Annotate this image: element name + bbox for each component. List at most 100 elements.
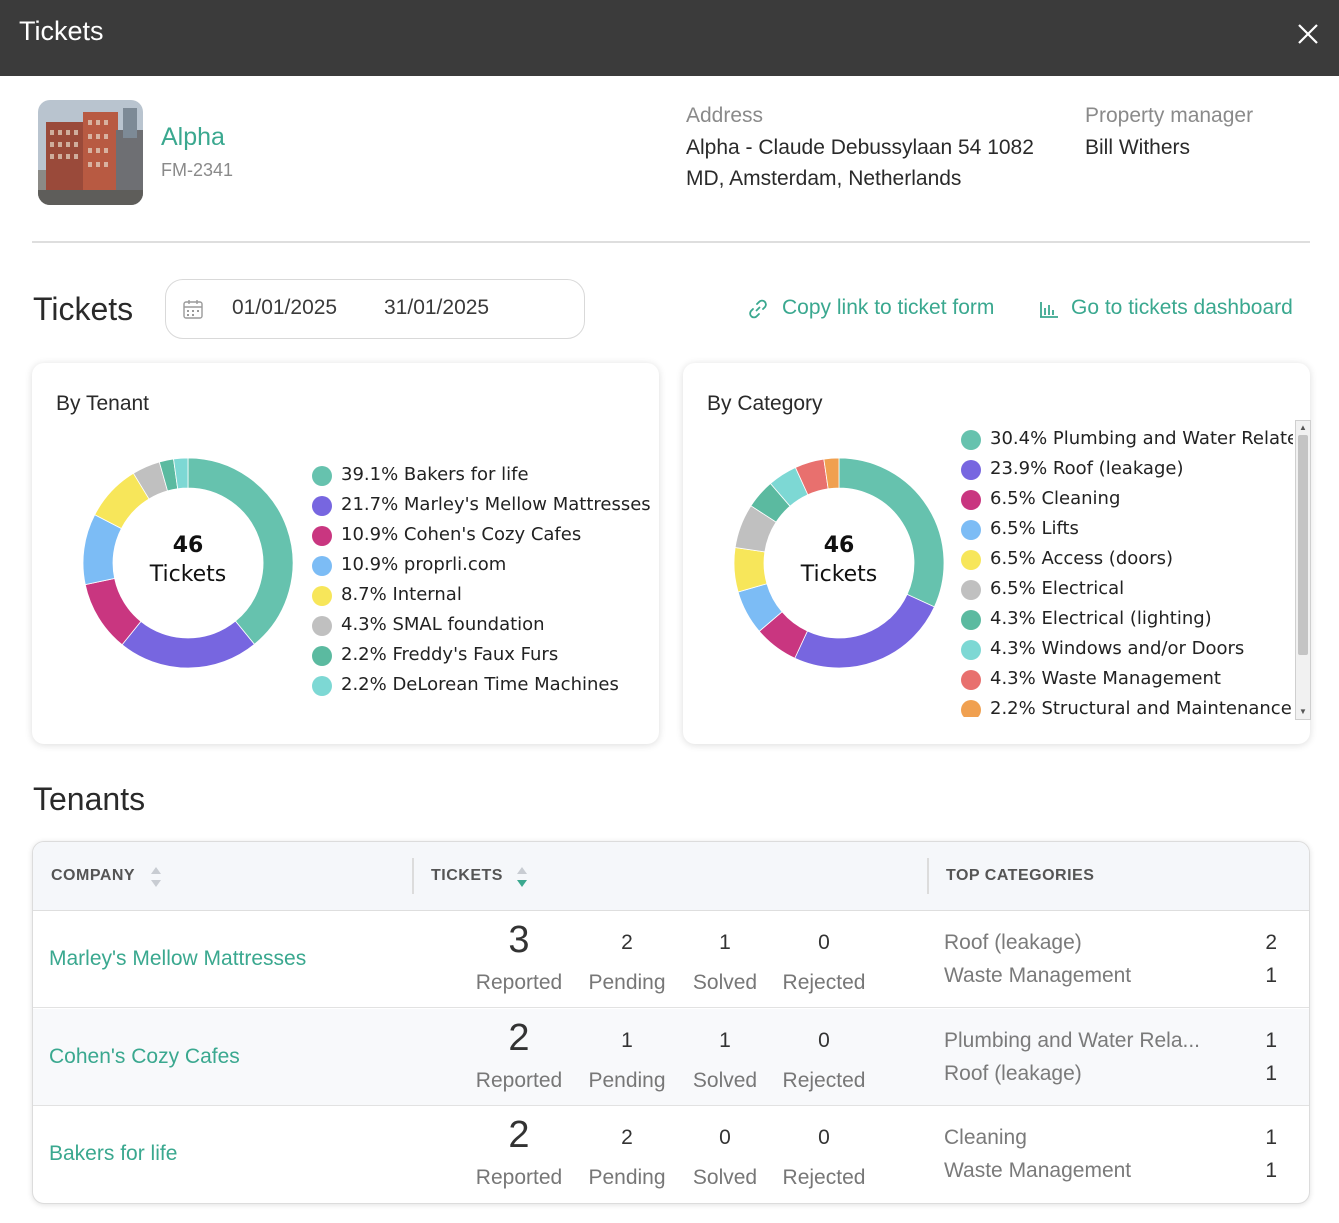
legend-swatch [312,496,332,516]
by-category-card: By Category 46 Tickets 30.4% Plumbing an… [683,363,1311,744]
rejected-label: Rejected [782,1166,866,1189]
legend-label: 6.5% Electrical [990,578,1125,599]
tickets-dashboard-link[interactable]: Go to tickets dashboard [1071,296,1293,319]
table-row: Marley's Mellow Mattresses 3 Reported 2 … [33,911,1309,1008]
legend-swatch [961,580,981,600]
legend-swatch [961,670,981,690]
link-icon [749,299,767,319]
rejected-count: 0 [818,1029,830,1052]
date-to-input[interactable]: 31/01/2025 [384,296,490,319]
by-tenant-card: By Tenant 46 Tickets 39.1% Bakers for li… [32,363,659,744]
table-row: Cohen's Cozy Cafes 2 Reported 1 Pending … [33,1009,1309,1106]
scroll-up-icon[interactable]: ▲ [1299,423,1307,432]
top-category-name: Waste Management [944,1159,1132,1182]
property-name[interactable]: Alpha [161,123,225,151]
scroll-thumb[interactable] [1298,435,1308,655]
tenants-table: COMPANY TICKETS TOP CATEGORIES Marley's … [32,841,1310,1204]
tickets-section-title: Tickets [33,291,134,327]
address-line-1: Alpha - Claude Debussylaan 54 1082 [686,136,1034,159]
legend-label: 2.2% DeLorean Time Machines [341,674,619,695]
legend-swatch [961,460,981,480]
col-top-categories-header: TOP CATEGORIES [946,867,1095,884]
pending-count: 2 [621,1126,633,1149]
tenants-section-title: Tenants [33,781,146,817]
legend-label: 2.2% Structural and Maintenance [990,698,1292,717]
donut-segment[interactable] [173,457,189,490]
company-link[interactable]: Marley's Mellow Mattresses [49,947,307,970]
top-category-count: 1 [1265,1126,1277,1149]
top-category-name: Roof (leakage) [944,931,1082,954]
property-thumbnail [38,100,143,205]
table-row: Bakers for life 2 Reported 2 Pending 0 S… [33,1106,1309,1203]
legend-swatch [961,610,981,630]
date-from-input[interactable]: 01/01/2025 [232,296,338,319]
divider [32,241,1310,243]
company-link[interactable]: Cohen's Cozy Cafes [49,1045,240,1068]
top-category-name: Cleaning [944,1126,1027,1149]
table-header: COMPANY TICKETS TOP CATEGORIES [33,842,1309,911]
reported-count: 2 [508,1017,530,1059]
company-link[interactable]: Bakers for life [49,1142,178,1165]
donut-segment[interactable] [794,593,935,669]
legend-swatch [312,586,332,606]
solved-label: Solved [692,1069,758,1092]
donut-segment[interactable] [823,457,840,490]
legend-swatch [961,520,981,540]
solved-count: 0 [719,1126,731,1149]
by-category-legend-scroll[interactable]: 30.4% Plumbing and Water Related 23.9% Ro… [961,425,1293,717]
donut-center-count: 46 [173,533,204,558]
donut-segment[interactable] [121,620,255,669]
legend-label: 4.3% SMAL foundation [341,614,545,635]
copy-link-button[interactable]: Copy link to ticket form [782,296,995,319]
column-divider [412,858,414,894]
legend-label: 4.3% Windows and/or Doors [990,638,1245,659]
legend-label: 10.9% proprli.com [341,554,507,575]
legend-swatch [961,490,981,510]
sort-icon[interactable] [149,865,163,889]
rejected-label: Rejected [782,1069,866,1092]
legend-label: 23.9% Roof (leakage) [990,458,1184,479]
top-category-count: 1 [1265,1159,1277,1182]
pending-count: 1 [621,1029,633,1052]
top-category-name: Roof (leakage) [944,1062,1082,1085]
reported-label: Reported [475,1069,563,1092]
legend-label: 2.2% Freddy's Faux Furs [341,644,559,665]
bar-chart-icon [1040,302,1058,318]
legend-label: 4.3% Waste Management [990,668,1221,689]
pending-label: Pending [588,971,666,994]
top-category-name: Waste Management [944,964,1132,987]
legend-swatch [312,556,332,576]
donut-center-label: Tickets [149,562,227,587]
rejected-count: 0 [818,931,830,954]
sort-desc-icon[interactable] [515,865,529,889]
date-range-picker[interactable]: 01/01/2025 31/01/2025 [165,279,585,339]
donut-segment[interactable] [733,547,768,593]
solved-count: 1 [719,931,731,954]
top-category-count: 2 [1265,931,1277,954]
legend-scrollbar[interactable]: ▲ ▼ [1295,420,1311,720]
close-icon [1298,24,1318,44]
scroll-down-icon[interactable]: ▼ [1299,707,1307,716]
legend-label: 39.1% Bakers for life [341,464,529,485]
donut-segment[interactable] [187,457,294,645]
donut-center-count: 46 [824,533,855,558]
by-category-title: By Category [707,392,823,415]
pending-label: Pending [588,1166,666,1189]
rejected-label: Rejected [782,971,866,994]
legend-swatch [961,640,981,660]
close-button[interactable] [1290,16,1326,52]
legend-swatch [312,526,332,546]
col-tickets-header[interactable]: TICKETS [431,867,503,884]
legend-label: 21.7% Marley's Mellow Mattresses [341,494,651,515]
property-code: FM-2341 [161,160,234,180]
address-label: Address [686,104,764,127]
reported-label: Reported [475,971,563,994]
legend-label: 4.3% Electrical (lighting) [990,608,1212,629]
legend-label: 8.7% Internal [341,584,462,605]
legend-swatch [312,616,332,636]
by-tenant-donut-chart: 46 Tickets [82,457,294,669]
pending-count: 2 [621,931,633,954]
column-divider [927,858,929,894]
legend-swatch [961,430,981,450]
col-company-header[interactable]: COMPANY [51,867,136,884]
